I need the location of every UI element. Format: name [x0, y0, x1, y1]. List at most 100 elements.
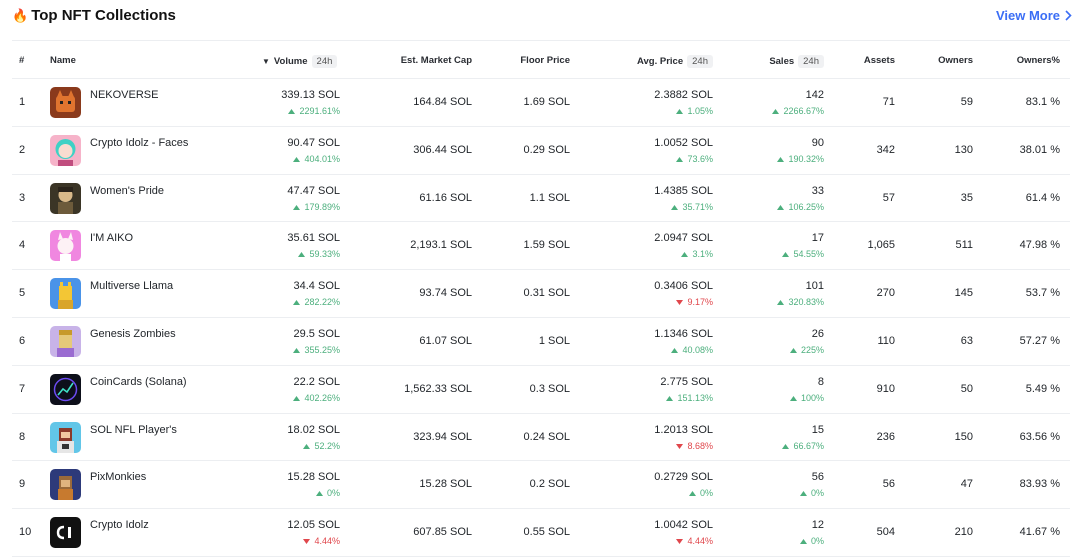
sales-value: 26: [811, 327, 824, 340]
owners-value: 145: [954, 287, 973, 300]
volume-change: 4.44%: [303, 536, 340, 546]
avg-price-change: 73.6%: [676, 154, 713, 164]
row-rank: 4: [19, 239, 26, 252]
owners-pct-value: 38.01 %: [1019, 143, 1060, 156]
col-volume[interactable]: ▼ Volume 24h: [262, 55, 338, 68]
sales-change-value: 190.32%: [788, 153, 824, 164]
womens-pride-avatar[interactable]: [50, 182, 81, 214]
sales-change: 0%: [799, 488, 824, 498]
collection-name-link[interactable]: Genesis Zombies: [90, 327, 176, 340]
volume-change-value: 52.2%: [314, 440, 340, 451]
section-header: 🔥 Top NFT Collections View More: [12, 0, 1072, 38]
collection-name-link[interactable]: I'M AIKO: [90, 232, 134, 245]
col-avg-price[interactable]: Avg. Price 24h: [637, 55, 713, 68]
table-row[interactable]: 10 Crypto Idolz 12.05 SOL 4.44% 607.85 SOL 0.…: [12, 509, 1070, 557]
collection-name-link[interactable]: SOL NFL Player's: [90, 423, 177, 436]
market-cap-value: 61.07 SOL: [419, 334, 472, 347]
crypto-idolz-avatar[interactable]: [50, 517, 81, 549]
sol-nfl-players-avatar[interactable]: [50, 421, 81, 453]
view-more-link[interactable]: View More: [996, 8, 1072, 23]
row-rank: 10: [19, 526, 32, 539]
col-sales[interactable]: Sales 24h: [769, 55, 824, 68]
row-rank: 7: [19, 382, 26, 395]
table-row[interactable]: 5 Multiverse Llama 34.4 SOL 282.22% 93.74 SO…: [12, 270, 1070, 318]
pixmonkies-avatar[interactable]: [50, 469, 81, 501]
sales-change-value: 66.67%: [793, 440, 824, 451]
genesis-zombies-avatar[interactable]: [50, 325, 81, 357]
collections-table: # Name ▼ Volume 24h Est. Market Cap Floo…: [12, 40, 1070, 557]
col-owners[interactable]: Owners: [938, 55, 973, 66]
market-cap-value: 93.74 SOL: [419, 287, 472, 300]
avg-price-change: 9.17%: [676, 297, 713, 307]
table-row[interactable]: 6 Genesis Zombies 29.5 SOL 355.25% 61.07 SOL…: [12, 318, 1070, 366]
avg-price-change-value: 4.44%: [687, 536, 713, 547]
sales-value: 142: [805, 89, 824, 101]
table-row[interactable]: 8 SOL NFL Player's 18.02 SOL 52.2% 323.94 SO…: [12, 414, 1070, 462]
owners-pct-value: 63.56 %: [1019, 430, 1060, 443]
collection-name-link[interactable]: Women's Pride: [90, 184, 165, 197]
coincards-avatar[interactable]: [50, 373, 81, 405]
volume-change: 179.89%: [293, 202, 340, 212]
row-rank: 2: [19, 143, 26, 156]
avg-price-value: 2.0947 SOL: [654, 232, 713, 245]
avg-price-change-value: 3.1%: [692, 249, 713, 260]
sales-change: 225%: [789, 345, 824, 355]
sales-period-badge[interactable]: 24h: [798, 55, 824, 68]
collection-name-link[interactable]: NEKOVERSE: [90, 89, 159, 101]
table-row[interactable]: 9 PixMonkies 15.28 SOL 0% 15.28 SOL 0.2 SOL 0.…: [12, 461, 1070, 510]
owners-value: 150: [954, 430, 973, 443]
market-cap-value: 306.44 SOL: [413, 143, 472, 156]
collection-name-link[interactable]: Crypto Idolz - Faces: [90, 136, 189, 149]
collection-name-link[interactable]: PixMonkies: [90, 471, 147, 484]
assets-value: 1,065: [867, 239, 895, 252]
volume-value: 15.28 SOL: [287, 471, 340, 484]
collection-name-link[interactable]: CoinCards (Solana): [90, 375, 187, 388]
owners-pct-value: 41.67 %: [1019, 526, 1060, 539]
sales-change: 190.32%: [777, 154, 824, 164]
col-market-cap[interactable]: Est. Market Cap: [400, 55, 472, 66]
col-floor[interactable]: Floor Price: [520, 55, 570, 66]
floor-price-value: 0.29 SOL: [523, 143, 570, 156]
col-name[interactable]: Name: [50, 55, 76, 66]
market-cap-value: 2,193.1 SOL: [410, 239, 472, 252]
table-row[interactable]: 2 Crypto Idolz - Faces 90.47 SOL 404.01% 306…: [12, 127, 1070, 175]
collection-name-link[interactable]: Multiverse Llama: [90, 280, 174, 293]
sales-value: 15: [811, 423, 824, 436]
floor-price-value: 0.2 SOL: [529, 478, 570, 491]
sales-change-value: 2266.67%: [783, 106, 824, 116]
owners-pct-value: 53.7 %: [1025, 287, 1060, 300]
sales-change-value: 106.25%: [788, 201, 824, 212]
volume-change-value: 4.44%: [314, 536, 340, 547]
assets-value: 504: [876, 526, 895, 539]
row-rank: 3: [19, 191, 26, 204]
table-row[interactable]: 7 CoinCards (Solana) 22.2 SOL 402.26% 1,562.…: [12, 366, 1070, 414]
avg-period-badge[interactable]: 24h: [687, 55, 713, 68]
avg-price-change: 8.68%: [676, 441, 713, 451]
table-header: # Name ▼ Volume 24h Est. Market Cap Floo…: [12, 41, 1070, 79]
col-rank: #: [19, 55, 25, 66]
avg-price-change: 35.71%: [671, 202, 713, 212]
crypto-idolz-faces-avatar[interactable]: [50, 134, 81, 166]
volume-period-badge[interactable]: 24h: [311, 55, 338, 68]
im-aiko-avatar[interactable]: [50, 230, 81, 262]
table-row[interactable]: 3 Women's Pride 47.47 SOL 179.89% 61.16 SOL 1…: [12, 175, 1070, 223]
sales-change-value: 100%: [800, 392, 824, 403]
col-assets[interactable]: Assets: [863, 55, 895, 66]
col-owners-pct[interactable]: Owners%: [1016, 55, 1060, 66]
table-row[interactable]: 1 NEKOVERSE 339.13 SOL 2291.61% 164.84 SOL 1.…: [12, 79, 1070, 127]
collection-name-link[interactable]: Crypto Idolz: [90, 519, 149, 532]
avg-price-change-value: 0%: [699, 488, 713, 499]
multiverse-llama-avatar[interactable]: [50, 278, 81, 310]
volume-change-value: 282.22%: [304, 297, 340, 308]
table-row[interactable]: 4 I'M AIKO 35.61 SOL 59.33% 2,193.1 SOL 1.59 …: [12, 222, 1070, 271]
owners-pct-value: 47.98 %: [1019, 239, 1060, 252]
market-cap-value: 164.84 SOL: [413, 96, 472, 108]
avg-price-value: 2.775 SOL: [660, 375, 713, 388]
avg-price-value: 1.2013 SOL: [654, 423, 713, 436]
nekoverse-avatar[interactable]: [50, 87, 81, 118]
market-cap-value: 323.94 SOL: [413, 430, 472, 443]
avg-price-value: 1.4385 SOL: [654, 184, 713, 197]
market-cap-value: 1,562.33 SOL: [404, 382, 472, 395]
market-cap-value: 607.85 SOL: [413, 526, 472, 539]
owners-value: 210: [954, 526, 973, 539]
